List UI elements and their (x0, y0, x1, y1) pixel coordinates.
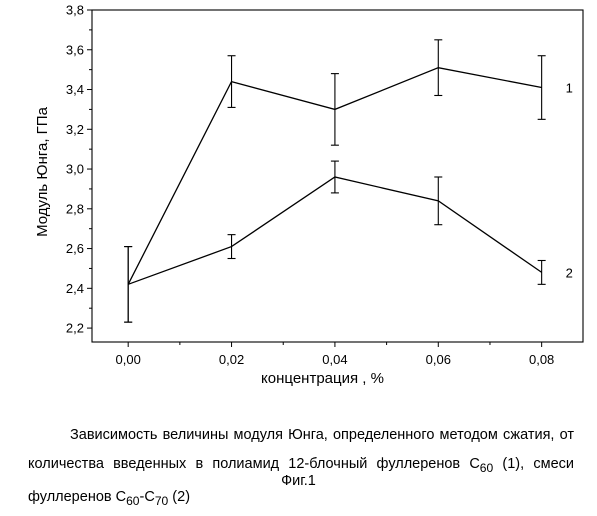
x-tick-label: 0,02 (219, 352, 244, 367)
series-2-label: 2 (566, 265, 573, 280)
x-tick-label: 0,06 (426, 352, 451, 367)
caption-line-2-prefix: количества введенных в полиамид 12-блочн… (28, 456, 480, 472)
figure-label: Фиг.1 (0, 473, 597, 489)
series-1-label: 1 (566, 81, 573, 96)
y-tick-label: 2,8 (66, 201, 84, 216)
y-tick-label: 3,6 (66, 42, 84, 57)
caption-line-3-subscript-2: 70 (155, 494, 168, 508)
x-tick-label: 0,08 (529, 352, 554, 367)
y-tick-label: 3,8 (66, 3, 84, 18)
y-tick-label: 2,2 (66, 321, 84, 336)
caption-line-3-subscript-1: 60 (126, 494, 139, 508)
y-tick-label: 3,2 (66, 122, 84, 137)
x-tick-label: 0,04 (322, 352, 347, 367)
y-tick-label: 3,0 (66, 162, 84, 177)
plot-frame (92, 10, 583, 342)
y-axis-label: Модуль Юнга, ГПа (34, 106, 51, 236)
caption-line-3-prefix: фуллеренов С (28, 489, 126, 505)
y-tick-label: 2,4 (66, 281, 84, 296)
caption-line-3-suffix: (2) (168, 489, 190, 505)
x-axis-label: концентрация , % (261, 370, 384, 387)
caption-line-2-suffix: (1), смеси (493, 456, 574, 472)
y-tick-label: 3,4 (66, 82, 84, 97)
caption-line-1: Зависимость величины модуля Юнга, опреде… (70, 427, 574, 443)
x-tick-label: 0,00 (116, 352, 141, 367)
caption-line-3-mid: -С (140, 489, 155, 505)
figure-caption: Зависимость величины модуля Юнга, опреде… (28, 421, 574, 516)
y-tick-label: 2,6 (66, 241, 84, 256)
chart: 2,2 2,4 2,6 2,8 3,0 3,2 3,4 3,6 3,8 0,00 0,02 0,04 0… (0, 0, 597, 420)
